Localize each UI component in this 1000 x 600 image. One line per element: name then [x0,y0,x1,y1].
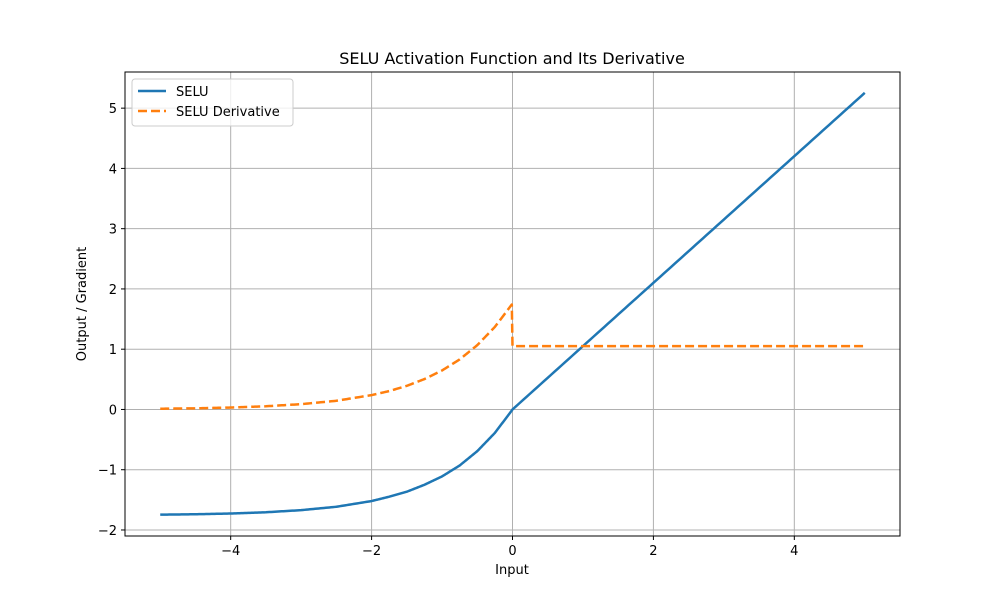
y-tick-label: 1 [109,343,117,358]
y-tick-label: −2 [98,524,117,539]
x-tick-label: 0 [508,544,516,559]
y-axis-label: Output / Gradient [75,247,90,361]
y-tick-label: 4 [109,162,117,177]
x-tick-label: 2 [649,544,657,559]
y-tick-label: 3 [109,223,117,238]
x-tick-label: −4 [221,544,240,559]
legend: SELU SELU Derivative [131,78,294,127]
chart-title: SELU Activation Function and Its Derivat… [339,49,685,68]
axis-ticks: −4 −2 0 2 4 −2 −1 0 1 2 3 4 5 [98,102,799,559]
y-tick-label: 0 [109,403,117,418]
x-tick-label: −2 [362,544,381,559]
series-line-selu [160,91,866,516]
legend-label-selu: SELU [176,85,209,100]
y-tick-label: 2 [109,283,117,298]
x-tick-label: 4 [790,544,798,559]
legend-label-selu-derivative: SELU Derivative [176,105,280,120]
y-tick-label: −1 [98,464,117,479]
series-line-selu-derivative [160,303,865,410]
y-tick-label: 5 [109,102,117,117]
x-axis-label: Input [495,563,529,578]
legend-box [131,78,294,127]
series-lines [160,91,866,516]
